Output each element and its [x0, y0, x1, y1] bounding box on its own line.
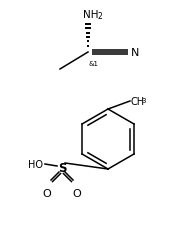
- Text: 2: 2: [98, 12, 102, 21]
- Text: NH: NH: [83, 10, 99, 20]
- Text: &1: &1: [89, 61, 99, 67]
- Text: S: S: [58, 161, 66, 174]
- Text: HO: HO: [28, 159, 43, 169]
- Text: O: O: [73, 188, 81, 198]
- Text: O: O: [43, 188, 51, 198]
- Text: N: N: [131, 48, 139, 58]
- Text: CH: CH: [131, 96, 145, 106]
- Text: 3: 3: [141, 98, 145, 104]
